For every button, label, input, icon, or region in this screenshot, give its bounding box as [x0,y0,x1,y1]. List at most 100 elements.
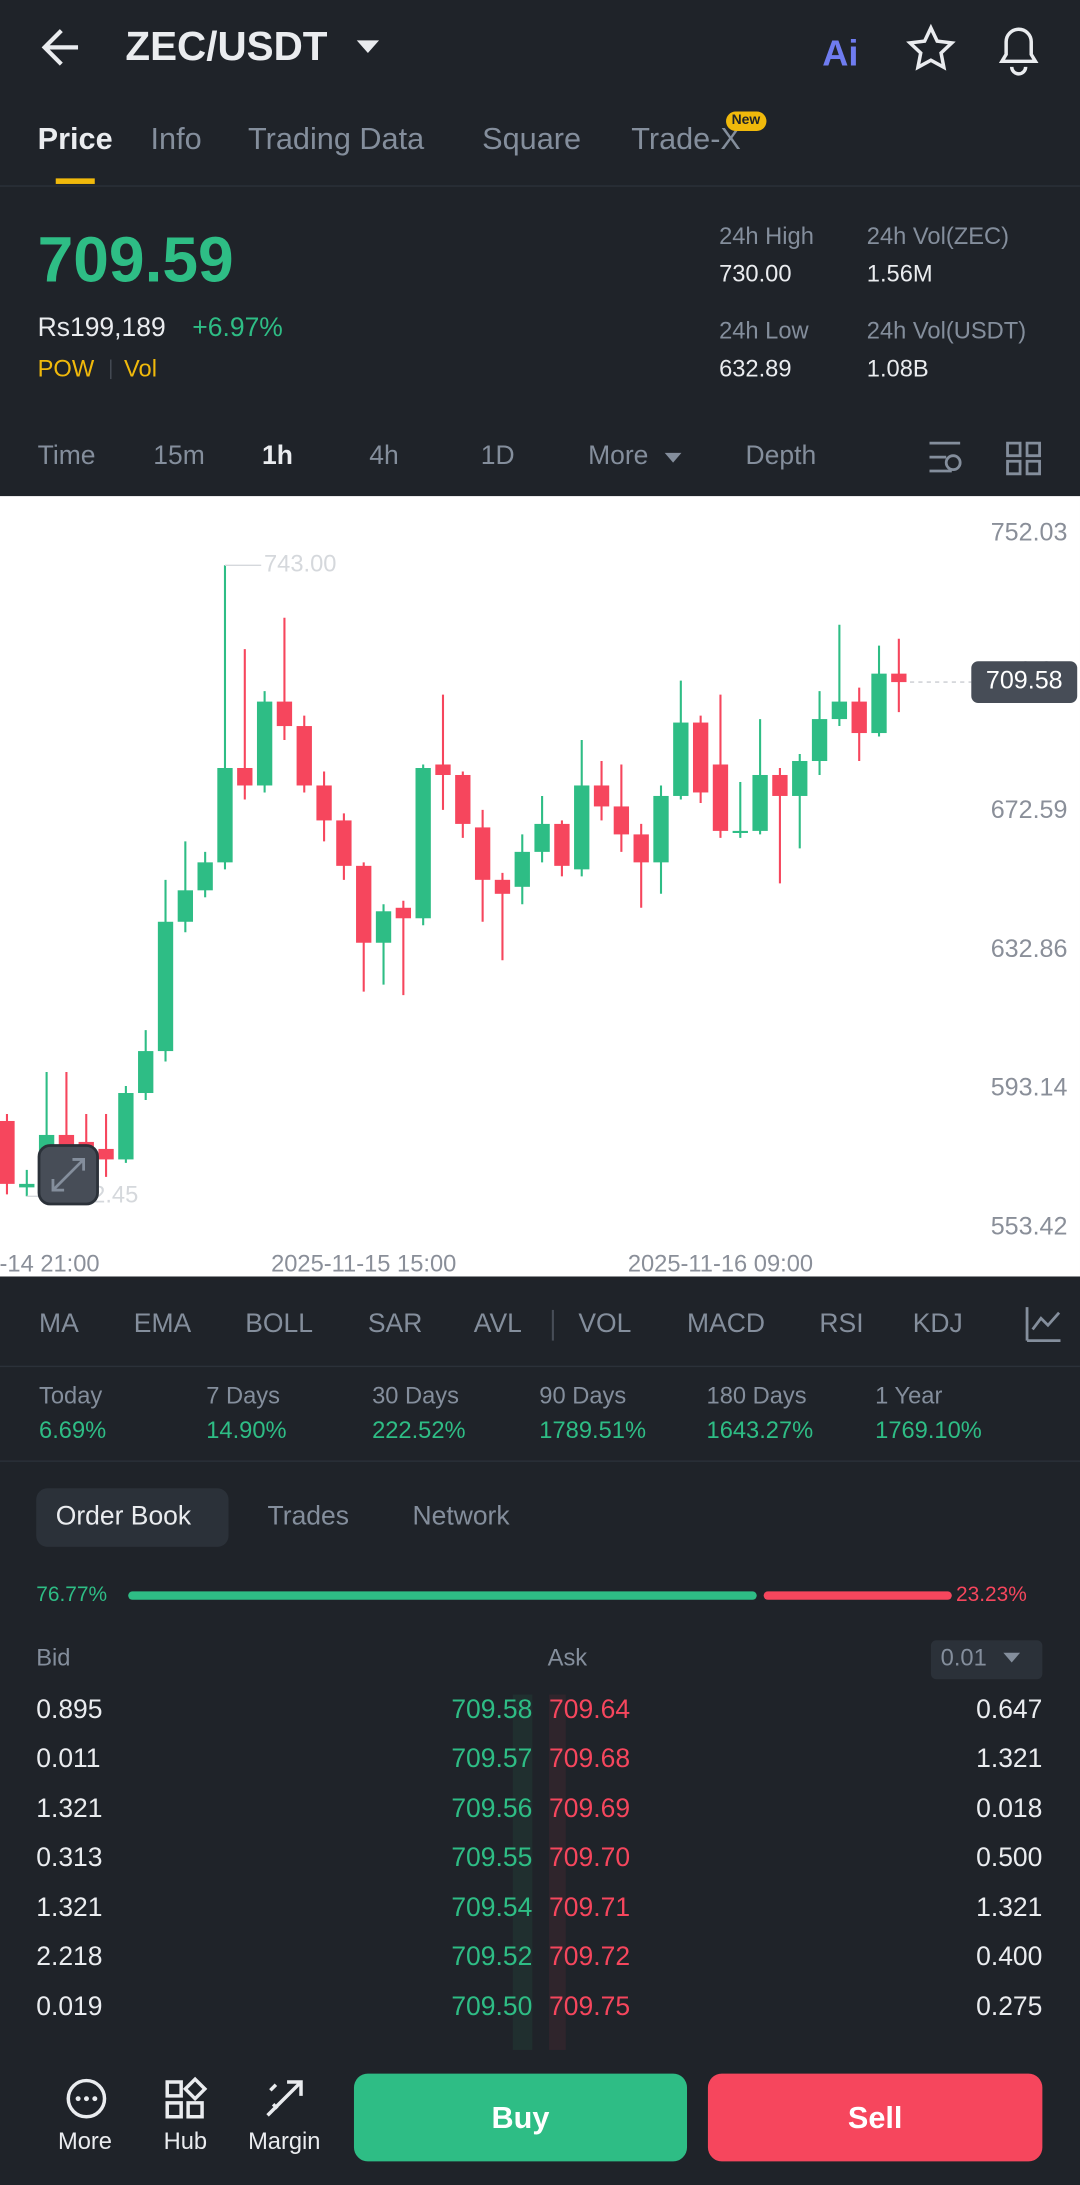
ask-qty: 0.500 [976,1843,1043,1874]
x-tick-label: 2025-11-15 15:00 [271,1252,456,1277]
candle-body [118,1093,134,1160]
candle-body [316,785,332,821]
y-tick-label: 672.59 [991,796,1068,824]
candle-body [435,764,451,775]
bid-ratio-bar [128,1591,757,1600]
indicator-icon[interactable] [1025,1307,1061,1342]
ask-price[interactable]: 709.64 [549,1695,631,1725]
interval[interactable]: 1D [480,441,515,471]
hub-icon-diamond [182,2076,208,2102]
buy-label[interactable]: Buy [491,2099,550,2135]
candle-body [276,701,293,727]
bid-price[interactable]: 709.56 [451,1794,533,1824]
indicator[interactable]: MA [39,1309,79,1339]
interval[interactable]: Depth [745,441,817,471]
bid-qty: 0.895 [36,1695,103,1725]
header-icons: Ai [0,23,1080,476]
tab[interactable]: Trade-X [631,120,741,156]
sell-label[interactable]: Sell [847,2099,903,2135]
bid-qty: 1.321 [36,1893,103,1923]
precision-pill[interactable] [930,1640,1043,1680]
interval[interactable]: 1h [261,441,293,471]
margin-icon[interactable] [266,2080,303,2117]
tab[interactable]: Trading Data [248,120,425,156]
ask-price[interactable]: 709.72 [549,1942,631,1973]
last-price: 709.59 [37,223,234,296]
candle-body [792,761,808,796]
more-icon[interactable] [66,2078,107,2119]
book-tab[interactable]: Network [412,1501,510,1531]
bell-icon[interactable] [998,27,1039,76]
nav-label[interactable]: More [58,2127,112,2155]
nav-label[interactable]: Hub [163,2127,208,2155]
tab[interactable]: Price [37,120,113,156]
indicator[interactable]: KDJ [912,1309,963,1339]
bid-price[interactable]: 709.50 [451,1992,533,2022]
dropdown-icon[interactable] [356,40,380,53]
ai-icon[interactable]: Ai [822,32,858,73]
hub-icon[interactable] [165,2080,204,2119]
tab[interactable]: Square [482,120,582,156]
ask-price[interactable]: 709.75 [549,1992,631,2022]
bid-qty: 0.011 [36,1744,101,1775]
nav-label[interactable]: Margin [248,2127,321,2155]
period-value: 1643.27% [706,1416,814,1444]
ask-qty: 0.647 [976,1695,1043,1725]
indicator[interactable]: BOLL [245,1309,313,1339]
indicator[interactable]: EMA [133,1309,192,1339]
period-value: 14.90% [206,1416,287,1444]
book-tab[interactable]: Order Book [55,1501,192,1531]
precision[interactable]: 0.01 [940,1644,987,1671]
tab[interactable]: Info [150,120,202,156]
indicator[interactable]: SAR [367,1309,423,1339]
bid-price[interactable]: 709.55 [451,1843,533,1874]
ask-price[interactable]: 709.69 [549,1794,631,1824]
bid-price[interactable]: 709.52 [451,1942,533,1973]
candle-body [851,701,867,734]
indicator[interactable]: MACD [687,1309,765,1339]
change: +6.97% [192,312,283,343]
candle-body [613,806,630,835]
stat-value: 1.08B [866,355,929,382]
tag[interactable]: Vol [124,355,157,382]
expand-icon [51,1158,86,1192]
ask-qty: 1.321 [976,1893,1043,1923]
candle-body [534,823,550,852]
candle-body [356,865,372,943]
indicator[interactable]: AVL [473,1309,522,1339]
period-label: 1 Year [875,1382,943,1409]
depth-bg [512,1694,533,2050]
ask-price[interactable]: 709.71 [549,1893,631,1923]
bid-price[interactable]: 709.54 [451,1893,533,1923]
interval[interactable]: Time [37,441,96,471]
stat-value: 632.89 [719,355,792,382]
interval[interactable]: More [588,441,649,471]
title[interactable]: ZEC/USDT [125,24,328,70]
ask-price[interactable]: 709.70 [549,1843,631,1874]
indicator[interactable]: RSI [819,1309,864,1339]
candle-body [296,726,312,786]
stat-label: 24h Low [719,317,809,344]
interval[interactable]: 15m [153,441,205,471]
period-label: 180 Days [706,1382,807,1409]
bid-price[interactable]: 709.57 [451,1744,533,1775]
bid-price[interactable]: 709.58 [451,1695,533,1725]
depth-bg [549,1694,566,2050]
sell-button[interactable] [707,2073,1043,2162]
book-tab[interactable]: Trades [267,1501,349,1531]
back-icon[interactable] [41,29,79,66]
buy-button[interactable] [353,2073,688,2162]
ask-price[interactable]: 709.68 [549,1744,631,1775]
indicator[interactable]: VOL [578,1309,632,1339]
tag[interactable]: POW [37,355,95,382]
fiat-price: Rs199,189 [37,312,166,343]
candle-body [811,719,828,762]
y-tick-label: 752.03 [991,518,1068,546]
star-icon[interactable] [906,23,956,71]
stat-label: 24h High [719,222,814,250]
col-header: Bid [36,1644,71,1671]
layout-icon[interactable] [1006,441,1041,476]
y-tick-label: 593.14 [991,1074,1068,1102]
settings-icon[interactable] [929,441,961,473]
interval[interactable]: 4h [369,441,399,471]
